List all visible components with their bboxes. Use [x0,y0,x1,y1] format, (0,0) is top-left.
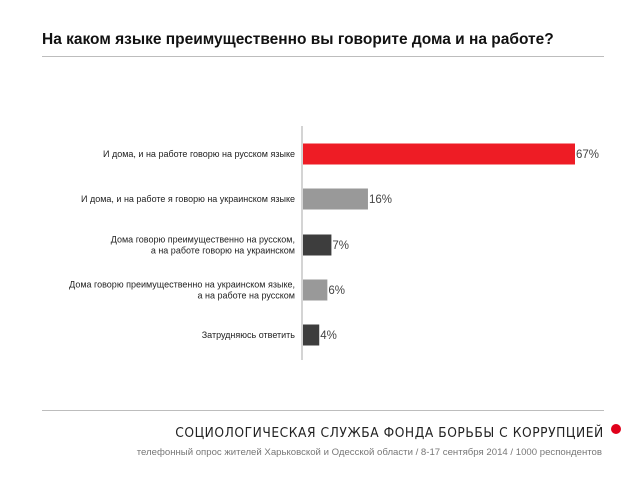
category-label: а на работе на русском [198,291,296,301]
footer-divider [42,410,604,411]
category-label: Дома говорю преимущественно на русском, [111,235,295,245]
category-label: Затрудняюсь ответить [202,330,296,340]
category-label: а на работе говорю на украинском [151,246,295,256]
category-label: И дома, и на работе я говорю на украинск… [81,194,295,204]
survey-note: телефонный опрос жителей Харьковской и О… [136,447,602,458]
bar-value-label: 67% [576,149,599,161]
brand-dot-logo [611,424,621,434]
bar-value-label: 16% [369,194,392,206]
organization-name: СОЦИОЛОГИЧЕСКАЯ СЛУЖБА ФОНДА БОРЬБЫ С КО… [175,426,604,441]
bar-value-label: 4% [320,330,337,342]
category-label: Дома говорю преимущественно на украинско… [69,280,295,290]
bar [303,188,368,210]
chart-title: На каком языке преимущественно вы говори… [42,31,554,48]
bar [303,234,332,256]
category-label: И дома, и на работе говорю на русском яз… [103,149,295,159]
bar [303,324,320,346]
bar [303,279,328,301]
bar-value-label: 7% [332,240,349,252]
title-divider [42,56,604,57]
bar-value-label: 6% [328,285,345,297]
bar [303,143,575,165]
bar-chart: 67% И дома, и на работе говорю на русском… [69,126,599,360]
